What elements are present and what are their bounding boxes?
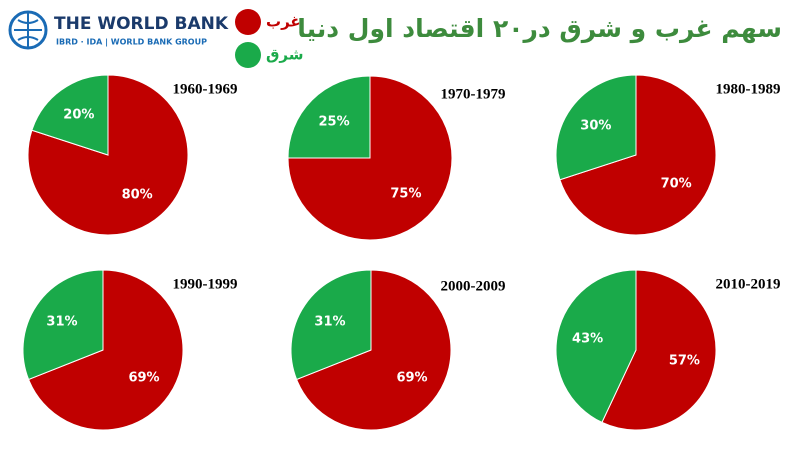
pie-label: 69% (396, 370, 427, 385)
pie-slice (601, 269, 717, 431)
legend-swatch (235, 42, 261, 68)
pie-slice (559, 74, 717, 236)
pie-title: 1970-1979 (441, 86, 506, 102)
pie-label: 75% (390, 186, 421, 201)
pie-title: 1990-1999 (173, 276, 238, 292)
logo-name: THE WORLD BANK (54, 14, 229, 34)
legend: غرب شرق (235, 9, 304, 68)
pie-label: 80% (122, 188, 153, 203)
pie-label: 70% (661, 177, 692, 192)
pie-label: 43% (572, 332, 603, 347)
pie-label: 30% (580, 118, 611, 133)
pie-slice (287, 75, 371, 159)
pie-slice (287, 75, 453, 241)
pie-title: 1960-1969 (173, 81, 238, 97)
logo-sub: IBRD · IDA | WORLD BANK GROUP (56, 38, 207, 47)
pie-title: 2000-2009 (441, 278, 506, 294)
pie-slice (27, 269, 184, 431)
pie-slice (31, 74, 109, 156)
pie-label: 20% (63, 107, 94, 122)
pie-label: 31% (314, 315, 345, 330)
logo-lines (14, 12, 42, 48)
chart-title: سهم غرب و شرق در۲۰ اقتصاد اول دنیا (297, 14, 782, 44)
logo: THE WORLD BANK IBRD · IDA | WORLD BANK G… (8, 10, 229, 50)
legend-swatch (235, 9, 261, 35)
pie-slice (555, 269, 637, 424)
pie-title: 2010-2019 (716, 276, 781, 292)
pie-slice (22, 269, 104, 381)
pie-label: 69% (128, 370, 159, 385)
pie-label: 31% (46, 315, 77, 330)
pie-slice (295, 269, 452, 431)
pie-slice (290, 269, 372, 381)
pie-label: 25% (318, 115, 349, 130)
legend-label: شرق (266, 46, 304, 64)
pie-slice (555, 74, 637, 181)
legend-label: غرب (266, 13, 301, 31)
pie-title: 1980-1989 (716, 81, 781, 97)
pie-label: 57% (669, 353, 700, 368)
